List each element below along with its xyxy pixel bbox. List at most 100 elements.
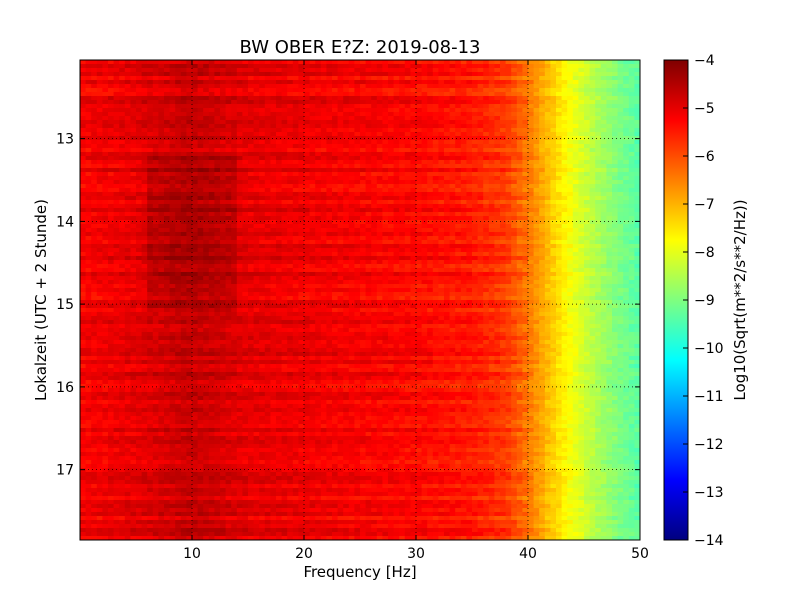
heatmap-cell (320, 208, 327, 213)
heatmap-cell (343, 128, 350, 133)
heatmap-cell (264, 88, 271, 93)
heatmap-cell (119, 96, 126, 101)
heatmap-cell (231, 100, 238, 105)
heatmap-cell (141, 104, 148, 109)
heatmap-cell (472, 120, 478, 125)
heatmap-cell (516, 140, 523, 145)
heatmap-cell (108, 136, 114, 141)
heatmap-cell (410, 100, 417, 105)
heatmap-cell (309, 200, 316, 205)
heatmap-cell (113, 216, 120, 221)
heatmap-cell (533, 144, 540, 149)
heatmap-cell (169, 60, 176, 65)
heatmap-cell (617, 236, 624, 241)
heatmap-cell (108, 200, 114, 205)
heatmap-cell (354, 84, 361, 89)
heatmap-cell (533, 148, 540, 153)
heatmap-cell (477, 204, 484, 209)
heatmap-cell (259, 108, 266, 113)
heatmap-cell (158, 172, 165, 177)
heatmap-cell (270, 84, 277, 89)
heatmap-cell (488, 212, 495, 217)
heatmap-cell (214, 172, 221, 177)
heatmap-cell (124, 144, 131, 149)
heatmap-cell (136, 84, 142, 89)
heatmap-cell (617, 76, 624, 81)
heatmap-cell (488, 176, 495, 181)
heatmap-cell (500, 232, 506, 237)
heatmap-cell (416, 192, 422, 197)
heatmap-cell (516, 128, 523, 133)
heatmap-cell (253, 100, 260, 105)
heatmap-cell (248, 244, 254, 249)
heatmap-cell (438, 208, 445, 213)
heatmap-cell (236, 148, 243, 153)
heatmap-cell (455, 132, 462, 137)
heatmap-cell (186, 224, 193, 229)
heatmap-cell (332, 100, 338, 105)
heatmap-cell (225, 224, 232, 229)
heatmap-cell (539, 152, 546, 157)
heatmap-cell (343, 248, 350, 253)
heatmap-cell (203, 196, 210, 201)
heatmap-cell (192, 216, 198, 221)
heatmap-cell (343, 188, 350, 193)
heatmap-cell (186, 140, 193, 145)
heatmap-cell (500, 168, 506, 173)
heatmap-cell (628, 240, 635, 245)
heatmap-cell (225, 88, 232, 93)
heatmap-cell (522, 240, 529, 245)
heatmap-cell (253, 68, 260, 73)
heatmap-cell (455, 168, 462, 173)
heatmap-cell (197, 160, 204, 165)
heatmap-cell (399, 104, 406, 109)
heatmap-cell (612, 140, 618, 145)
heatmap-cell (432, 112, 439, 117)
heatmap-cell (589, 204, 596, 209)
heatmap-cell (472, 76, 478, 81)
heatmap-cell (309, 112, 316, 117)
heatmap-cell (242, 168, 249, 173)
heatmap-cell (404, 120, 411, 125)
heatmap-cell (612, 76, 618, 81)
heatmap-cell (304, 256, 310, 261)
heatmap-cell (102, 104, 109, 109)
heatmap-cell (516, 228, 523, 233)
heatmap-cell (404, 76, 411, 81)
heatmap-cell (432, 228, 439, 233)
heatmap-cell (91, 128, 98, 133)
heatmap-cell (544, 132, 551, 137)
heatmap-cell (460, 256, 467, 261)
heatmap-cell (550, 184, 557, 189)
heatmap-cell (388, 96, 394, 101)
heatmap-cell (264, 168, 271, 173)
heatmap-cell (516, 136, 523, 141)
heatmap-cell (337, 80, 344, 85)
heatmap-cell (488, 256, 495, 261)
heatmap-cell (113, 124, 120, 129)
heatmap-cell (522, 248, 529, 253)
heatmap-cell (455, 232, 462, 237)
heatmap-cell (315, 240, 322, 245)
heatmap-cell (186, 240, 193, 245)
heatmap-cell (304, 192, 310, 197)
heatmap-cell (595, 76, 602, 81)
heatmap-cell (348, 212, 355, 217)
heatmap-cell (192, 136, 198, 141)
heatmap-cell (130, 244, 137, 249)
heatmap-cell (96, 232, 103, 237)
heatmap-cell (108, 248, 114, 253)
heatmap-cell (270, 60, 277, 65)
heatmap-cell (371, 240, 378, 245)
heatmap-cell (472, 140, 478, 145)
heatmap-cell (449, 64, 456, 69)
heatmap-cell (136, 216, 142, 221)
heatmap-cell (466, 148, 473, 153)
heatmap-cell (102, 216, 109, 221)
heatmap-cell (528, 132, 534, 137)
heatmap-cell (214, 200, 221, 205)
heatmap-cell (578, 172, 585, 177)
heatmap-cell (589, 184, 596, 189)
heatmap-cell (427, 188, 434, 193)
heatmap-cell (365, 196, 372, 201)
